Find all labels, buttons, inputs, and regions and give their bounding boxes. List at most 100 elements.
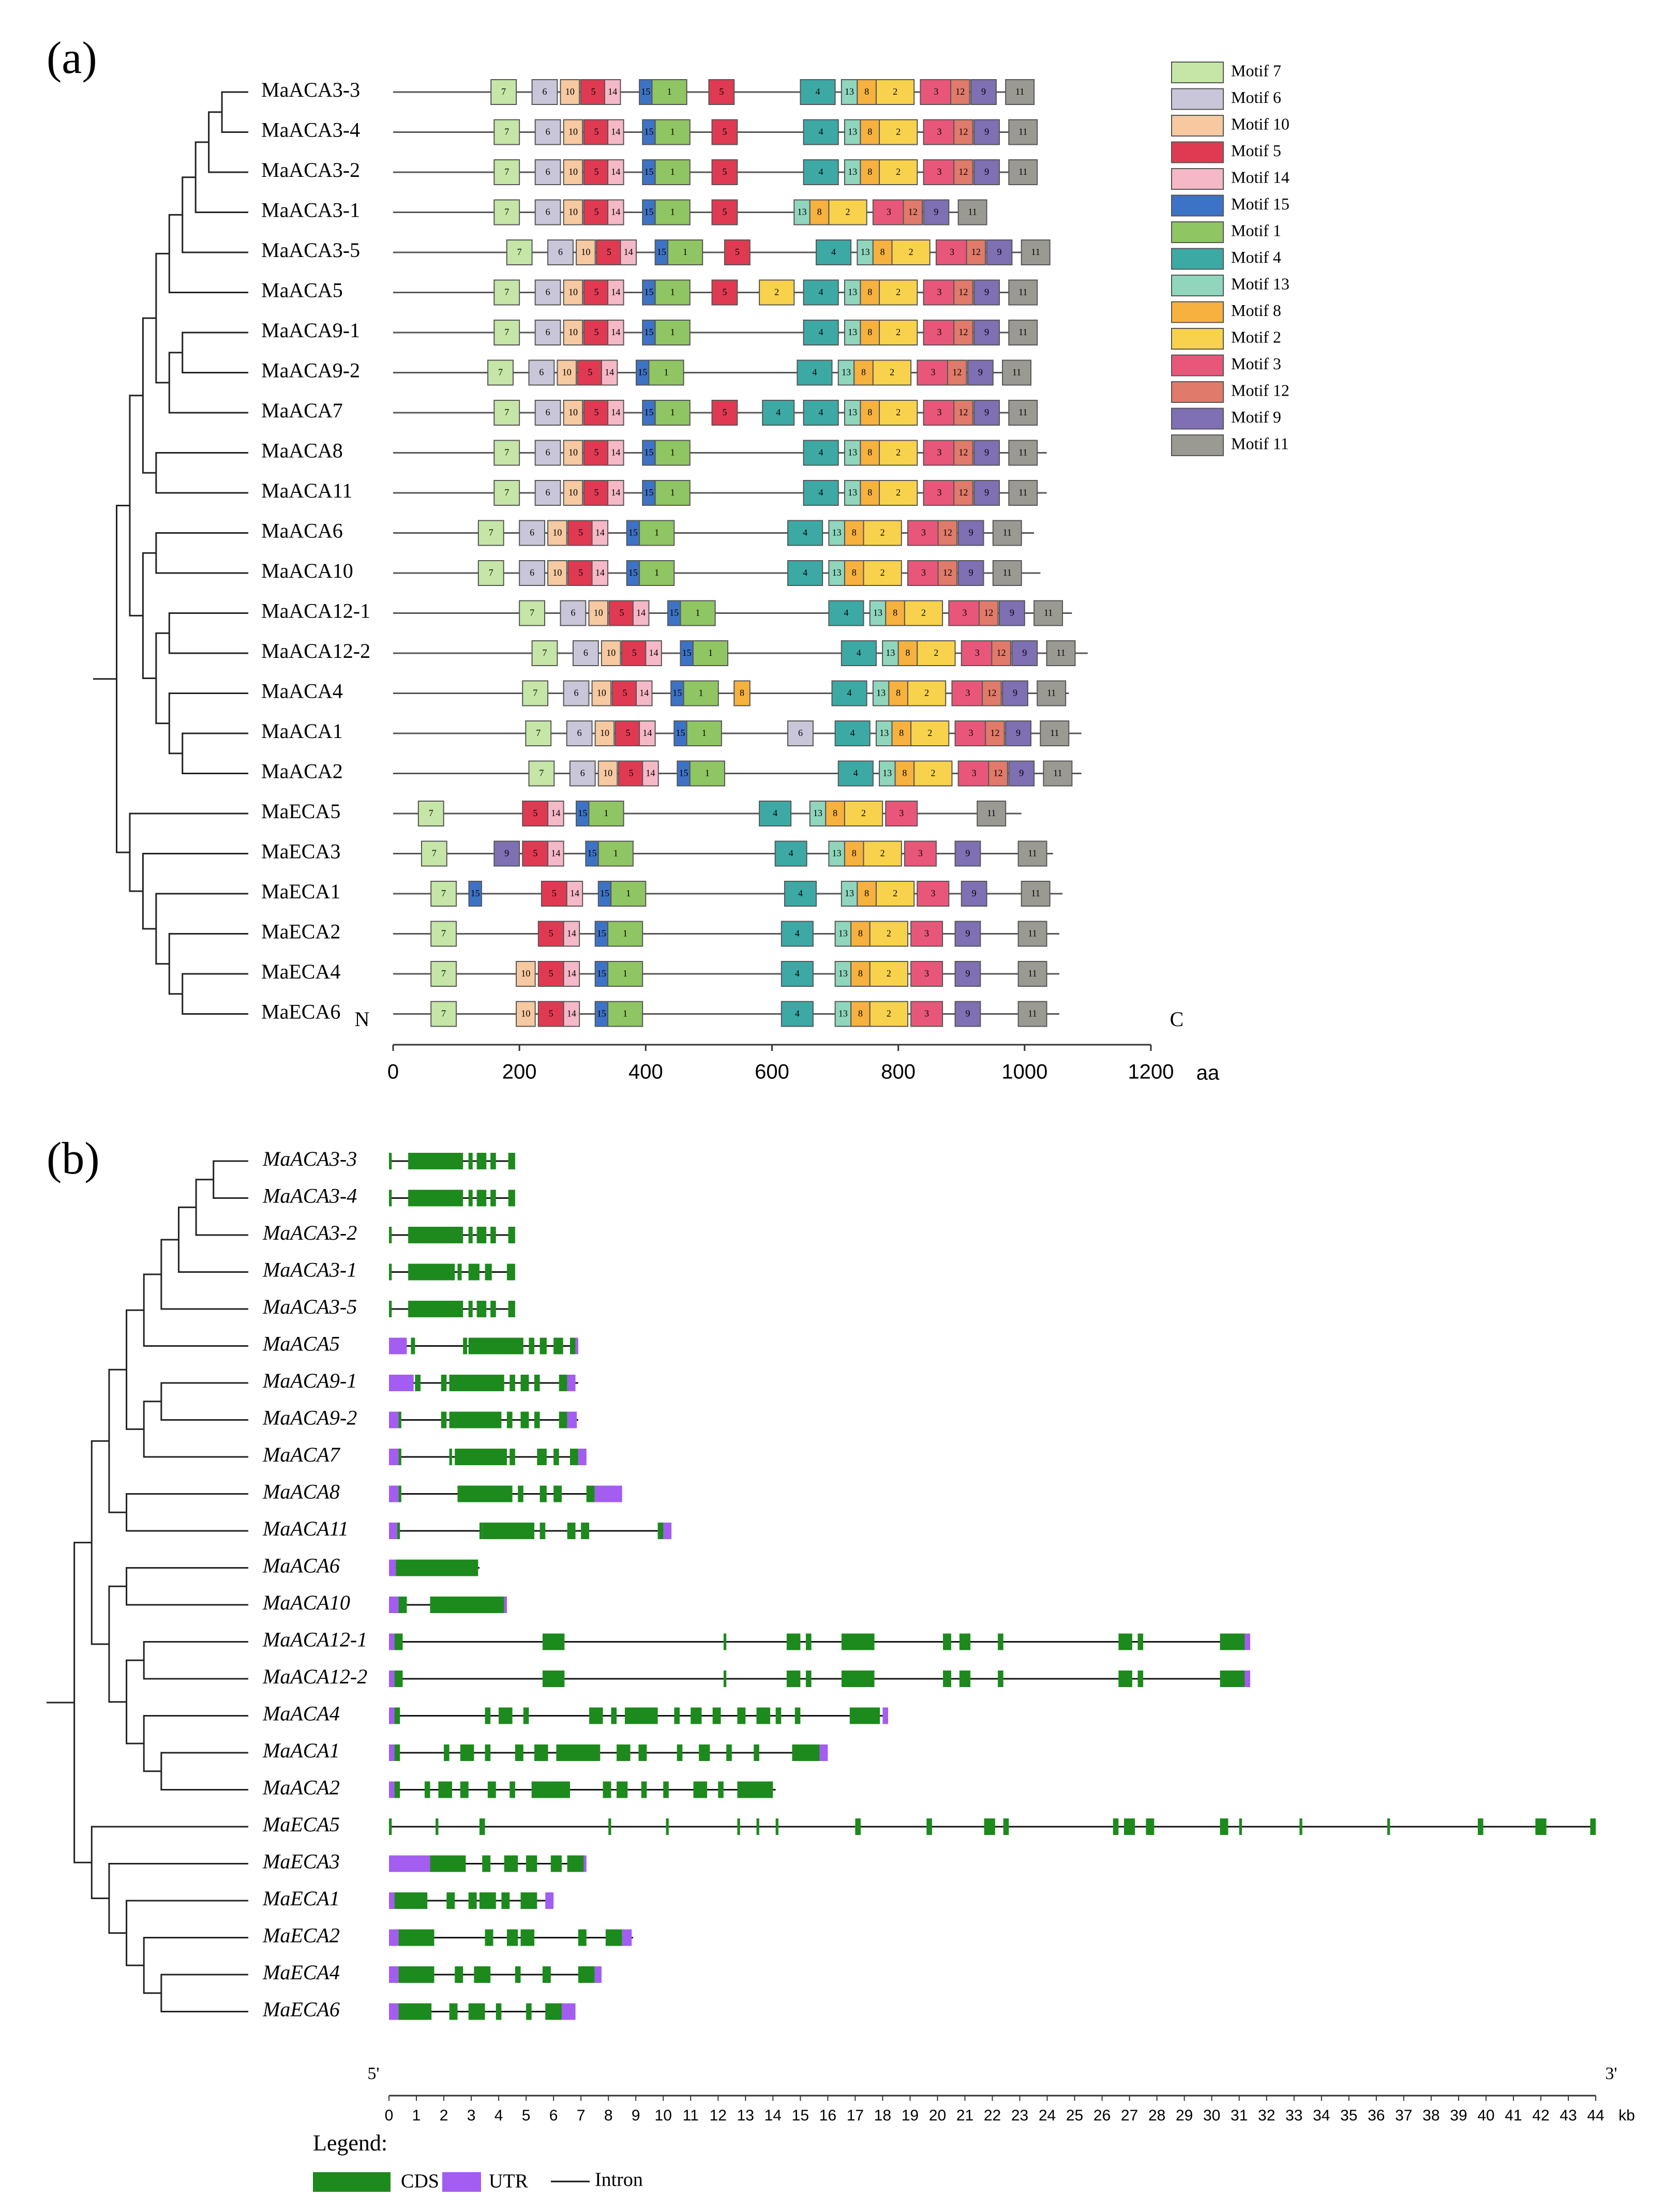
motif-box-maeca4-1-5: 1	[607, 961, 643, 987]
motif-box-number: 12	[958, 447, 968, 458]
motif-box-maaca9-2-7-0: 7	[487, 359, 514, 386]
motif-box-maaca7-13-8: 13	[844, 400, 861, 426]
cds-block-maeca5-17	[1299, 1818, 1302, 1835]
gene-label-maeca3: MaECA3	[262, 1850, 340, 1873]
motif-box-maaca3-1-10-2: 10	[563, 199, 583, 225]
motif-box-number: 13	[838, 968, 848, 979]
motif-box-number: 4	[795, 1009, 800, 1019]
motif-box-number: 1	[626, 888, 631, 898]
motif-box-maeca1-14-3: 14	[566, 881, 583, 907]
gene-axis-tick-label-20: 20	[929, 2107, 946, 2124]
motif-box-maaca8-7-0: 7	[493, 440, 520, 466]
motif-box-maaca6-2-10: 2	[863, 520, 902, 546]
motif-box-maaca12-2-9-13: 9	[1011, 640, 1038, 666]
motif-box-number: 9	[1022, 648, 1027, 658]
motif-rect	[913, 760, 953, 787]
motif-box-maaca9-2-11-14: 11	[1002, 359, 1032, 386]
cds-block-maeca6-5	[526, 2003, 532, 2020]
gene-label-maaca12-1: MaACA12-1	[262, 1628, 367, 1651]
motif-legend-label: Motif 7	[1231, 61, 1281, 80]
motif-box-maaca3-2-4-7: 4	[803, 159, 839, 185]
cds-block-maaca8-5	[539, 1485, 547, 1502]
motif-box-maeca3-3-10: 3	[904, 840, 937, 867]
motif-rect	[430, 1001, 457, 1027]
motif-box-number: 3	[924, 1009, 929, 1019]
motif-box-maaca2-5-3: 5	[618, 760, 644, 787]
motif-rect	[1005, 720, 1032, 746]
motif-rect	[597, 840, 634, 867]
motif-box-maaca5-3-11: 3	[923, 279, 956, 306]
motif-box-maaca5-9-13: 9	[973, 279, 1000, 306]
motif-box-maeca1-11-12: 11	[1021, 881, 1051, 907]
motif-box-maaca3-1-13-7: 13	[793, 199, 811, 225]
motif-legend-label: Motif 13	[1231, 274, 1290, 293]
motif-box-maaca10-4-7: 4	[787, 560, 823, 586]
utr-block-maaca7-0	[389, 1449, 399, 1465]
gene-tree-node-22	[73, 1542, 92, 1863]
motif-rect	[477, 560, 504, 586]
motif-box-maeca5-1-4: 1	[588, 801, 624, 826]
motif-rect	[978, 600, 999, 626]
motif-box-number: 2	[887, 968, 891, 979]
motif-tree-node-4	[168, 214, 248, 293]
motif-box-maeca4-8-8: 8	[850, 961, 871, 987]
motif-rect	[534, 279, 561, 306]
motif-box-number: 4	[795, 968, 800, 979]
motif-box-number: 8	[858, 968, 863, 979]
gene-axis-unit: kb	[1618, 2107, 1635, 2124]
motif-rect	[636, 359, 650, 386]
motif-rect	[953, 480, 973, 506]
cds-block-maeca5-10	[984, 1818, 995, 1835]
motif-box-number: 5	[533, 848, 537, 859]
motif-box-number: 9	[969, 567, 973, 578]
motif-box-maaca1-7-0: 7	[525, 720, 552, 746]
motif-box-number: 13	[848, 487, 857, 498]
motif-rect	[534, 199, 561, 225]
motif-box-maaca9-2-6-1: 6	[528, 359, 555, 386]
gene-axis-tick-label-4: 4	[494, 2107, 503, 2124]
motif-box-number: 9	[1019, 768, 1024, 778]
motif-box-maaca3-3-13-8: 13	[841, 79, 858, 105]
cds-block-maaca3-5-5	[508, 1301, 515, 1317]
legend-cds-label: CDS	[401, 2171, 439, 2192]
motif-legend-swatch	[1171, 62, 1224, 83]
motif-box-maaca5-2-10: 2	[879, 279, 918, 306]
motif-box-number: 15	[600, 888, 609, 898]
motif-box-number: 6	[558, 247, 563, 257]
motif-rect	[828, 520, 845, 546]
motif-box-number: 8	[864, 888, 869, 898]
motif-box-number: 6	[574, 688, 579, 698]
motif-rect	[639, 79, 653, 105]
motif-rect	[1011, 640, 1038, 666]
motif-legend-item-8: Motif 8	[1171, 301, 1281, 323]
motif-box-number: 3	[924, 928, 929, 939]
motif-rect	[1008, 440, 1038, 466]
motif-rect	[841, 640, 877, 666]
cds-block-maaca7-7	[569, 1449, 578, 1465]
motif-legend-label: Motif 2	[1231, 327, 1281, 346]
motif-rect	[607, 440, 624, 466]
motif-box-number: 3	[934, 86, 938, 97]
motif-box-maaca4-14-4: 14	[636, 680, 653, 706]
motif-box-maeca2-8-7: 8	[850, 921, 871, 947]
gene-tree-node-3	[160, 1239, 248, 1310]
gene-tree-node-17	[160, 1974, 248, 2012]
motif-box-number: 5	[607, 247, 611, 257]
motif-box-maeca2-5-1: 5	[537, 921, 564, 947]
motif-box-maaca3-3-1-6: 1	[651, 79, 687, 105]
motif-box-maaca1-8-9: 8	[891, 720, 912, 746]
panel-a-motif-diagram: (a) MaACA3-3 7 6 10 5 14 15 1 4 13 8 2 3 12 9 11 5 MaACA3…	[0, 0, 1679, 1091]
motif-tree-node-1	[208, 111, 248, 173]
motif-legend-item-12: Motif 12	[1171, 381, 1290, 403]
motif-box-number: 1	[670, 167, 675, 177]
cds-block-maaca3-1-4	[485, 1263, 492, 1281]
motif-rect	[815, 239, 852, 265]
motif-box-maaca12-2-6-1: 6	[572, 640, 599, 666]
motif-box-number: 8	[817, 207, 822, 217]
motif-rect	[607, 320, 624, 345]
motif-rect	[977, 801, 1007, 826]
motif-box-number: 7	[501, 86, 506, 97]
motif-axis-end-label: C	[1170, 1007, 1184, 1031]
gene-label-maaca8: MaACA8	[262, 1480, 340, 1503]
motif-box-maaca2-11-14: 11	[1043, 760, 1073, 787]
